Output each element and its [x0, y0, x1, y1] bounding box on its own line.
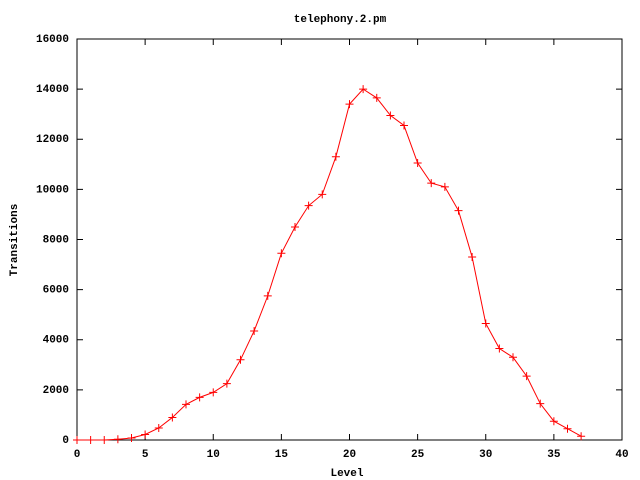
- y-tick-label: 6000: [43, 285, 69, 297]
- point-marker: [182, 400, 190, 409]
- point-marker: [291, 222, 299, 231]
- point-marker: [386, 111, 395, 120]
- x-tick-label: 15: [275, 449, 289, 461]
- x-tick-label: 30: [479, 449, 492, 461]
- point-marker: [427, 179, 436, 188]
- point-marker: [250, 326, 259, 335]
- point-marker: [400, 121, 408, 130]
- x-tick-label: 35: [547, 449, 561, 461]
- point-marker: [304, 201, 313, 210]
- series-line: [77, 88, 582, 441]
- y-tick-label: 0: [62, 435, 69, 447]
- point-marker: [522, 372, 531, 381]
- point-marker: [168, 413, 177, 422]
- point-marker: [359, 85, 368, 94]
- y-tick-label: 14000: [36, 84, 69, 96]
- point-marker: [454, 206, 463, 215]
- x-tick-label: 5: [142, 449, 149, 461]
- point-marker: [277, 249, 286, 258]
- point-marker: [113, 435, 122, 444]
- point-marker: [345, 100, 354, 109]
- point-marker: [413, 159, 422, 168]
- x-axis-label: Level: [330, 468, 363, 480]
- point-marker: [318, 190, 327, 199]
- y-axis-label: Transitions: [9, 204, 21, 277]
- x-tick-label: 10: [207, 449, 220, 461]
- y-tick-label: 12000: [36, 134, 69, 146]
- y-tick-label: 8000: [43, 234, 69, 246]
- point-marker: [154, 423, 163, 432]
- point-marker: [536, 399, 545, 408]
- y-tick-label: 10000: [36, 184, 69, 196]
- x-tick-label: 20: [343, 449, 356, 461]
- point-marker: [100, 436, 109, 444]
- point-marker: [195, 393, 204, 402]
- point-marker: [86, 436, 95, 444]
- chart-title: telephony.2.pm: [294, 14, 387, 26]
- y-tick-label: 2000: [43, 385, 69, 397]
- point-marker: [263, 291, 272, 300]
- point-marker: [481, 319, 490, 328]
- point-marker: [577, 432, 586, 441]
- point-marker: [372, 93, 381, 102]
- point-marker: [331, 152, 340, 161]
- point-marker: [468, 253, 477, 262]
- point-marker: [495, 344, 504, 353]
- y-tick-label: 16000: [36, 34, 69, 46]
- y-tick-label: 4000: [43, 335, 69, 347]
- point-marker: [236, 355, 245, 364]
- point-marker: [141, 430, 150, 439]
- point-marker: [73, 436, 81, 444]
- point-marker: [509, 353, 517, 362]
- point-marker: [440, 182, 449, 191]
- point-marker: [209, 388, 218, 397]
- x-tick-label: 40: [615, 449, 628, 461]
- point-marker: [222, 379, 231, 388]
- point-marker: [563, 424, 572, 433]
- point-marker: [127, 433, 136, 442]
- point-marker: [549, 417, 558, 426]
- x-tick-label: 0: [74, 449, 81, 461]
- x-tick-label: 25: [411, 449, 425, 461]
